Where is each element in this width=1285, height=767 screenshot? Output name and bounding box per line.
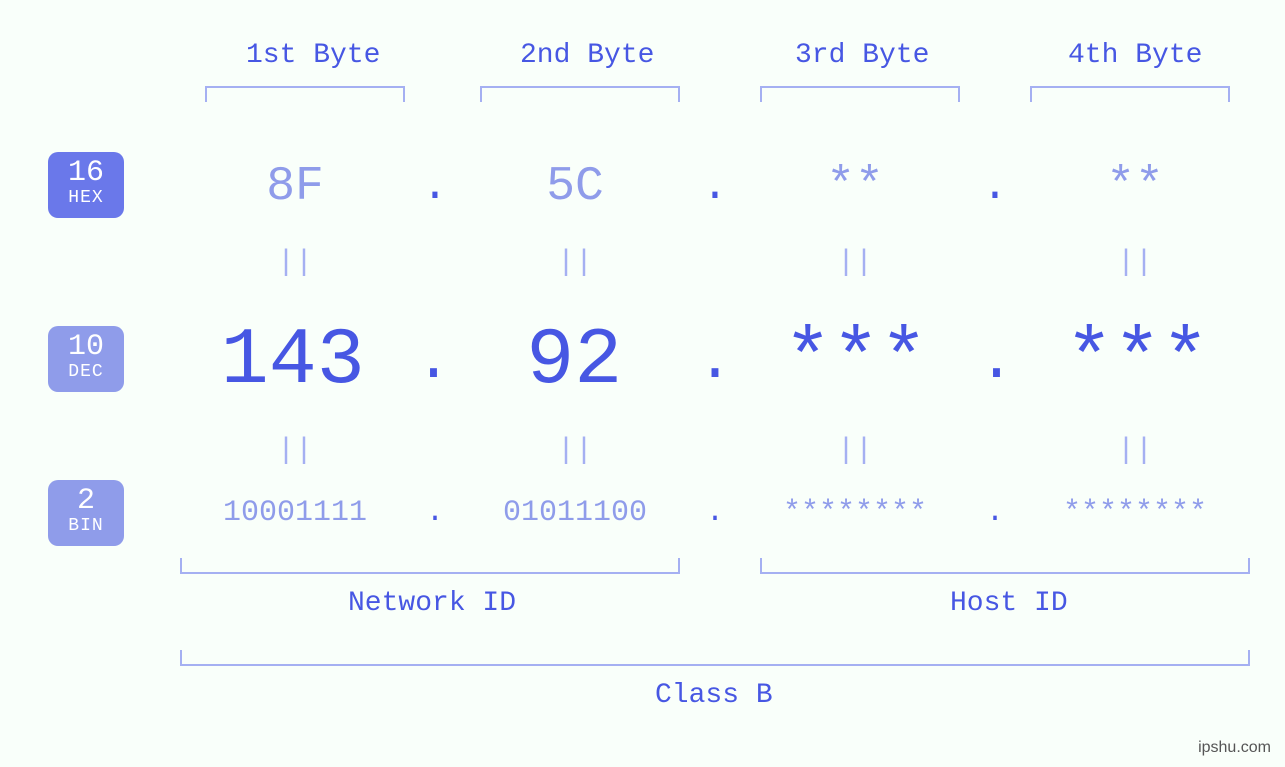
badge-dec: 10 DEC xyxy=(48,326,124,392)
dot-icon: . xyxy=(415,328,451,396)
bin-byte-2: 01011100 xyxy=(450,496,700,530)
dot-icon: . xyxy=(978,328,1014,396)
hex-byte-3: ** xyxy=(730,160,980,214)
dot-icon: . xyxy=(700,162,730,212)
equals-icon: || xyxy=(730,434,980,468)
badge-hex-txt: HEX xyxy=(48,188,124,210)
dot-icon: . xyxy=(420,496,450,530)
network-id-label: Network ID xyxy=(348,588,516,619)
hex-byte-2: 5C xyxy=(450,160,700,214)
dec-byte-3: *** xyxy=(733,316,978,407)
badge-dec-txt: DEC xyxy=(48,362,124,384)
class-label: Class B xyxy=(655,680,773,711)
badge-bin-txt: BIN xyxy=(48,516,124,538)
bin-byte-1: 10001111 xyxy=(170,496,420,530)
bin-row: 10001111 . 01011100 . ******** . *******… xyxy=(170,496,1260,530)
dec-byte-2: 92 xyxy=(452,316,697,407)
byte-label-1: 1st Byte xyxy=(246,40,380,71)
top-bracket-1 xyxy=(205,86,405,102)
equals-icon: || xyxy=(450,434,700,468)
dot-icon: . xyxy=(980,162,1010,212)
hex-byte-4: ** xyxy=(1010,160,1260,214)
watermark: ipshu.com xyxy=(1198,739,1271,757)
top-bracket-2 xyxy=(480,86,680,102)
bin-byte-3: ******** xyxy=(730,496,980,530)
top-bracket-4 xyxy=(1030,86,1230,102)
byte-label-3: 3rd Byte xyxy=(795,40,929,71)
equals-icon: || xyxy=(450,246,700,280)
dot-icon: . xyxy=(697,328,733,396)
dot-icon: . xyxy=(420,162,450,212)
class-bracket xyxy=(180,650,1250,666)
equals-icon: || xyxy=(170,246,420,280)
badge-hex-num: 16 xyxy=(48,158,124,188)
equals-icon: || xyxy=(170,434,420,468)
dot-icon: . xyxy=(700,496,730,530)
hex-row: 8F . 5C . ** . ** xyxy=(170,160,1260,214)
ip-diagram: 1st Byte 2nd Byte 3rd Byte 4th Byte 16 H… xyxy=(0,0,1285,767)
dec-byte-1: 143 xyxy=(170,316,415,407)
equals-icon: || xyxy=(1010,246,1260,280)
badge-dec-num: 10 xyxy=(48,332,124,362)
top-bracket-3 xyxy=(760,86,960,102)
dec-byte-4: *** xyxy=(1015,316,1260,407)
equals-icon: || xyxy=(1010,434,1260,468)
badge-hex: 16 HEX xyxy=(48,152,124,218)
byte-label-4: 4th Byte xyxy=(1068,40,1202,71)
equals-icon: || xyxy=(730,246,980,280)
bin-byte-4: ******** xyxy=(1010,496,1260,530)
host-bracket xyxy=(760,558,1250,574)
eq-row-1: || || || || xyxy=(170,246,1260,280)
network-bracket xyxy=(180,558,680,574)
host-id-label: Host ID xyxy=(950,588,1068,619)
dot-icon: . xyxy=(980,496,1010,530)
badge-bin-num: 2 xyxy=(48,486,124,516)
hex-byte-1: 8F xyxy=(170,160,420,214)
badge-bin: 2 BIN xyxy=(48,480,124,546)
eq-row-2: || || || || xyxy=(170,434,1260,468)
dec-row: 143 . 92 . *** . *** xyxy=(170,316,1260,407)
byte-label-2: 2nd Byte xyxy=(520,40,654,71)
